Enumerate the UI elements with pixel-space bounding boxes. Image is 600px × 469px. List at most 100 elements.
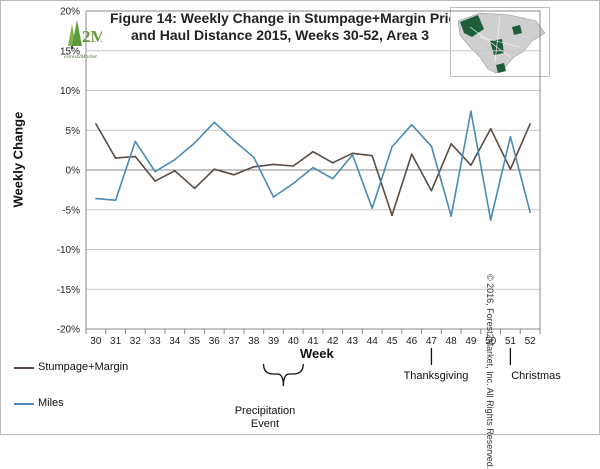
y-tick-label: 20% bbox=[60, 7, 80, 18]
data-point-stumpage-margin bbox=[233, 173, 235, 176]
x-tick-label: 47 bbox=[426, 336, 438, 347]
y-tick-label: -10% bbox=[57, 245, 80, 256]
legend-label-miles: Miles bbox=[38, 397, 64, 409]
x-tick-label: 43 bbox=[347, 336, 359, 347]
data-point-stumpage-margin bbox=[450, 142, 452, 145]
data-point-stumpage-margin bbox=[430, 189, 433, 192]
annotation-precipitation: Precipitation Event bbox=[225, 405, 305, 431]
y-tick-label: 5% bbox=[66, 126, 81, 137]
data-point-miles bbox=[95, 197, 97, 200]
x-tick-label: 31 bbox=[110, 336, 122, 347]
south-carolina-map bbox=[450, 7, 550, 77]
x-tick-label: 50 bbox=[485, 336, 497, 347]
data-point-miles bbox=[470, 110, 472, 112]
svg-text:2M: 2M bbox=[82, 27, 102, 46]
x-tick-label: 46 bbox=[406, 336, 418, 347]
data-point-stumpage-margin bbox=[470, 164, 472, 167]
data-point-stumpage-margin bbox=[292, 165, 295, 167]
data-point-stumpage-margin bbox=[193, 187, 196, 190]
forest2market-logo: 2M Forest2Market bbox=[63, 20, 102, 60]
data-point-miles bbox=[272, 196, 275, 198]
x-tick-label: 37 bbox=[228, 336, 240, 347]
data-point-miles bbox=[410, 123, 413, 126]
copyright-notice: © 2016, Forest2Market, Inc. All Rights R… bbox=[485, 274, 495, 469]
x-tick-label: 42 bbox=[327, 336, 339, 347]
x-tick-label: 51 bbox=[505, 336, 517, 347]
legend-swatch-stumpage bbox=[14, 367, 34, 369]
series-line-miles bbox=[95, 110, 531, 221]
x-tick-label: 48 bbox=[446, 336, 458, 347]
x-tick-label: 41 bbox=[307, 336, 319, 347]
data-point-miles bbox=[193, 142, 196, 144]
data-point-miles bbox=[252, 156, 255, 159]
y-tick-label: -5% bbox=[62, 205, 80, 216]
data-point-stumpage-margin bbox=[410, 153, 413, 155]
data-point-miles bbox=[233, 139, 235, 142]
data-point-stumpage-margin bbox=[174, 169, 176, 172]
data-point-stumpage-margin bbox=[114, 157, 117, 159]
line-chart: -20% -15% -10% -5% 0% 5% 10% 15% 20% 30 31 32 33 34 35… bbox=[57, 7, 541, 387]
data-point-miles bbox=[213, 121, 216, 124]
x-tick-label: 45 bbox=[386, 336, 398, 347]
chart-title-line-1: Figure 14: Weekly Change in Stumpage+Mar… bbox=[110, 10, 465, 26]
data-point-stumpage-margin bbox=[371, 154, 374, 157]
data-point-stumpage-margin bbox=[509, 168, 512, 171]
data-point-miles bbox=[489, 219, 492, 221]
y-tick-label: 10% bbox=[60, 86, 80, 97]
data-point-stumpage-margin bbox=[154, 180, 156, 182]
data-point-miles bbox=[509, 135, 512, 138]
data-point-miles bbox=[312, 166, 314, 169]
data-point-stumpage-margin bbox=[252, 166, 255, 168]
data-point-stumpage-margin bbox=[391, 214, 393, 217]
x-tick-label: 38 bbox=[248, 336, 260, 347]
y-tick-label: 15% bbox=[60, 46, 80, 57]
data-point-stumpage-margin bbox=[529, 123, 531, 125]
data-point-stumpage-margin bbox=[95, 123, 97, 125]
y-tick-label: -15% bbox=[57, 285, 80, 296]
data-point-stumpage-margin bbox=[489, 127, 492, 130]
x-tick-label: 44 bbox=[367, 336, 379, 347]
y-tick-label: 0% bbox=[66, 166, 81, 177]
data-point-miles bbox=[430, 145, 433, 147]
data-point-stumpage-margin bbox=[351, 152, 354, 155]
data-point-miles bbox=[351, 154, 354, 156]
x-axis-label: Week bbox=[300, 346, 334, 361]
data-point-miles bbox=[174, 158, 176, 161]
data-point-stumpage-margin bbox=[312, 150, 314, 153]
data-point-stumpage-margin bbox=[331, 162, 334, 164]
x-tick-label: 36 bbox=[209, 336, 221, 347]
data-point-miles bbox=[114, 199, 117, 202]
annotation-christmas: Christmas bbox=[511, 370, 561, 382]
annotation-precipitation-line-2: Event bbox=[250, 418, 280, 430]
data-point-miles bbox=[529, 211, 531, 213]
annotation-precipitation-line-1: Precipitation bbox=[234, 405, 296, 417]
y-tick-label: -20% bbox=[57, 325, 80, 336]
data-point-miles bbox=[134, 140, 137, 143]
data-point-stumpage-margin bbox=[134, 155, 137, 158]
data-point-miles bbox=[331, 177, 334, 180]
data-point-miles bbox=[292, 182, 295, 185]
data-point-miles bbox=[154, 170, 156, 173]
x-tick-label: 33 bbox=[150, 336, 162, 347]
data-point-stumpage-margin bbox=[272, 163, 275, 166]
x-tick-label: 35 bbox=[189, 336, 201, 347]
chart-title: Figure 14: Weekly Change in Stumpage+Mar… bbox=[110, 10, 465, 44]
annotation-thanksgiving: Thanksgiving bbox=[403, 370, 469, 382]
data-point-miles bbox=[450, 215, 452, 217]
data-point-stumpage-margin bbox=[213, 168, 216, 171]
chart-title-line-2: and Haul Distance 2015, Weeks 30-52, Are… bbox=[130, 27, 430, 43]
x-tick-label: 30 bbox=[90, 336, 102, 347]
x-tick-label: 49 bbox=[465, 336, 477, 347]
legend-swatch-miles bbox=[14, 403, 34, 405]
x-tick-label: 40 bbox=[288, 336, 300, 347]
plot-area-border bbox=[85, 10, 541, 330]
data-point-miles bbox=[371, 207, 374, 209]
annotation-brace-precipitation bbox=[262, 363, 304, 387]
x-tick-label: 52 bbox=[525, 336, 537, 347]
data-point-miles bbox=[391, 146, 393, 148]
x-tick-label: 32 bbox=[130, 336, 142, 347]
x-tick-label: 34 bbox=[169, 336, 181, 347]
x-tick-label: 39 bbox=[268, 336, 280, 347]
svg-text:Forest2Market: Forest2Market bbox=[63, 54, 97, 60]
legend-label-stumpage: Stumpage+Margin bbox=[38, 361, 129, 373]
